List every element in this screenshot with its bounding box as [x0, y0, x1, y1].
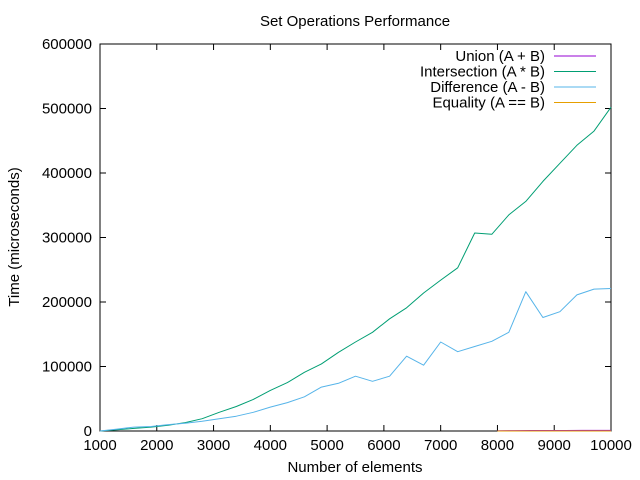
x-tick-label: 5000	[310, 437, 343, 454]
x-tick-label: 8000	[481, 437, 514, 454]
x-tick-label: 10000	[590, 437, 632, 454]
chart-title: Set Operations Performance	[260, 13, 450, 30]
series-line-3	[99, 288, 612, 432]
y-tick-label: 100000	[42, 359, 92, 376]
x-tick-label: 4000	[254, 437, 287, 454]
legend-label-3: Difference (A - B)	[430, 79, 545, 96]
y-tick-label: 600000	[42, 36, 92, 53]
legend-label-4: Equality (A == B)	[432, 95, 545, 112]
y-tick-label: 400000	[42, 165, 92, 182]
y-tick-label: 200000	[42, 294, 92, 311]
y-tick-label: 500000	[42, 101, 92, 118]
x-axis-label: Number of elements	[287, 459, 422, 476]
y-tick-label: 0	[84, 423, 92, 440]
series-line-2	[99, 106, 612, 432]
x-tick-label: 1000	[83, 437, 116, 454]
x-tick-label: 6000	[367, 437, 400, 454]
x-tick-label: 9000	[538, 437, 571, 454]
legend-label-1: Union (A + B)	[455, 48, 545, 65]
plot-area: 1000 2000 3000 4000 5000 6000 7000 8000 9000 1000…	[42, 36, 632, 454]
y-tick-label: 300000	[42, 230, 92, 247]
x-tick-label: 7000	[424, 437, 457, 454]
x-tick-label: 3000	[197, 437, 230, 454]
legend-label-2: Intersection (A * B)	[420, 64, 545, 81]
y-axis-label: Time (microseconds)	[6, 167, 23, 306]
x-tick-label: 2000	[140, 437, 173, 454]
